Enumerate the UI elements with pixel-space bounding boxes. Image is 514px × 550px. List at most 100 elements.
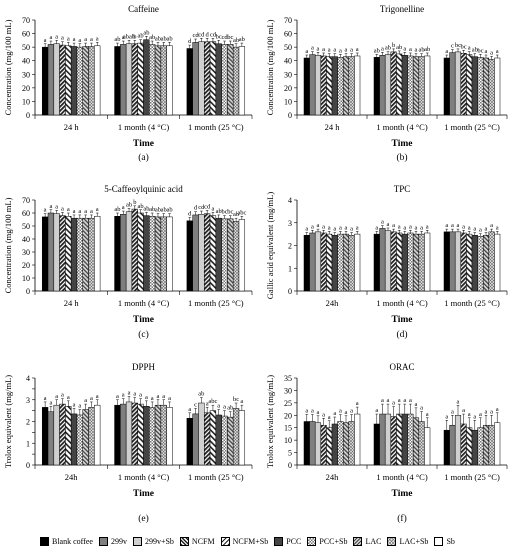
bar-ncfm xyxy=(131,43,138,116)
significance-letter: a xyxy=(457,222,460,229)
chart-panel-2: Trigonelline 0 10 20 30 40 50 60 70 Concentration… xyxy=(265,4,508,163)
legend-label: Blank coffee xyxy=(52,536,93,546)
bar-pcc-sb xyxy=(337,233,344,292)
significance-letter: a xyxy=(457,398,460,405)
significance-letter: ab xyxy=(233,37,239,44)
bar-299v xyxy=(449,231,456,292)
bar-sb xyxy=(494,422,501,466)
significance-letter: bc xyxy=(221,209,227,216)
significance-letter: a xyxy=(61,35,64,42)
bar-lac xyxy=(412,56,420,116)
significance-letter: ab xyxy=(126,201,132,208)
chart-panel-6: ORAC 0 5 10 15 20 25 30 35 Trolox equivalent (mg/… xyxy=(265,362,508,524)
significance-letter: a xyxy=(311,223,314,230)
bar-pcc xyxy=(215,414,222,466)
bar-pcc xyxy=(215,217,222,292)
significance-letter: a xyxy=(426,223,429,230)
bar-sb xyxy=(238,219,246,292)
significance-letter: abc xyxy=(208,398,217,405)
legend-item: 299v xyxy=(98,536,127,546)
y-tick-label: 20 xyxy=(22,84,30,93)
significance-letter: a xyxy=(73,401,76,408)
bar-299v-sb xyxy=(454,231,462,292)
bar-ncfm xyxy=(460,232,467,292)
y-axis-label: Concentration (mg/100 mL) xyxy=(265,19,275,115)
y-tick-label: 50 xyxy=(22,43,30,52)
significance-letter: a xyxy=(479,411,482,418)
significance-letter: a xyxy=(490,222,493,229)
x-tick-label: 24 h xyxy=(325,122,341,132)
x-axis-label: Time xyxy=(133,139,154,149)
significance-letter: a xyxy=(473,226,476,233)
significance-letter: ab xyxy=(233,211,239,218)
significance-letter: a xyxy=(496,406,499,413)
bar-pcc-sb xyxy=(76,46,83,116)
significance-letter: a xyxy=(73,36,76,43)
significance-letter: a xyxy=(305,226,308,233)
y-axis-label: Trolox equivalent (mg/mL) xyxy=(3,375,13,468)
significance-letter: ab xyxy=(138,33,144,40)
significance-letter: d xyxy=(188,211,192,218)
significance-letter: bc xyxy=(216,33,222,40)
significance-letter: a xyxy=(90,395,93,402)
bar-pcc xyxy=(401,413,408,466)
significance-letter: bc xyxy=(477,47,483,54)
bar-299v xyxy=(192,42,199,116)
bar-pcc xyxy=(401,55,408,116)
y-tick-label: 60 xyxy=(22,30,30,39)
bar-ncfm-sb xyxy=(65,45,72,116)
significance-letter: a xyxy=(311,45,314,52)
bar-ncfm-sb xyxy=(326,56,333,116)
x-tick-label: 24 h xyxy=(64,122,80,132)
bar-ncfm-sb xyxy=(209,215,217,292)
bar-lac xyxy=(227,44,234,116)
significance-letter: a xyxy=(61,205,64,212)
significance-letter: a xyxy=(139,392,142,399)
significance-letter: a xyxy=(420,405,423,412)
y-tick-label: 0 xyxy=(26,461,30,470)
panel-title: DPPH xyxy=(132,362,156,372)
bar-lac xyxy=(227,218,234,292)
significance-letter: a xyxy=(162,393,165,400)
bar-lac xyxy=(154,45,162,116)
y-tick-label: 2 xyxy=(288,242,292,251)
significance-letter: a xyxy=(485,226,488,233)
significance-letter: ab xyxy=(198,391,204,398)
significance-letter: d xyxy=(206,31,210,38)
x-tick-label: 1 month (25 °C) xyxy=(188,298,244,308)
bar-sb xyxy=(238,410,246,466)
significance-letter: a xyxy=(375,224,378,231)
significance-letter: a xyxy=(350,226,353,233)
significance-letter: a xyxy=(333,47,336,54)
bar-299v xyxy=(120,214,127,292)
legend-swatch xyxy=(353,536,363,546)
bar-299v-sb xyxy=(384,54,392,116)
significance-letter: cd xyxy=(198,31,205,38)
y-tick-label: 3 xyxy=(26,396,30,405)
significance-letter: bc xyxy=(461,43,467,50)
bar-blank-coffee xyxy=(303,57,310,116)
significance-letter: a xyxy=(409,223,412,230)
bar-sb xyxy=(166,216,173,292)
x-tick-label: 1 month (4 °C) xyxy=(376,472,427,482)
bar-299v xyxy=(309,421,316,466)
significance-letter: a xyxy=(133,391,136,398)
x-tick-label: 24h xyxy=(65,472,79,482)
significance-letter: a xyxy=(462,223,465,230)
panel-title: Caffeine xyxy=(128,4,159,14)
y-tick-label: 35 xyxy=(284,374,292,383)
bar-lac xyxy=(342,233,350,292)
significance-letter: a xyxy=(322,411,325,418)
significance-letter: a xyxy=(445,413,448,420)
significance-letter: a xyxy=(426,411,429,418)
significance-letter: a xyxy=(322,223,325,230)
bar-lac xyxy=(482,424,490,466)
bar-lac-sb xyxy=(488,231,495,292)
bar-299v xyxy=(192,413,199,466)
significance-letter: a xyxy=(403,45,406,52)
significance-letter: a xyxy=(96,206,99,213)
significance-letter: a xyxy=(375,407,378,414)
significance-letter: a xyxy=(345,224,348,231)
x-tick-label: 1 month (4 °C) xyxy=(118,122,169,132)
y-tick-label: 30 xyxy=(284,70,292,79)
